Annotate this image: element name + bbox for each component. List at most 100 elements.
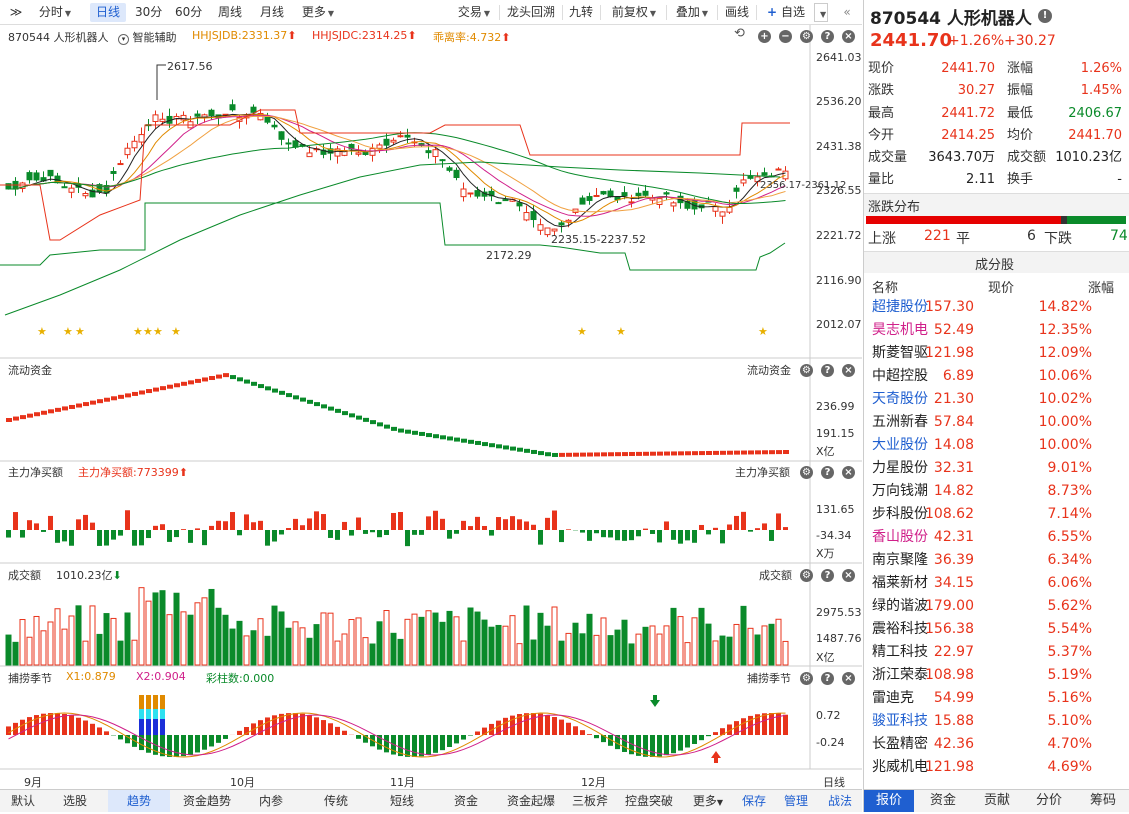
tab-quote[interactable]: 报价 xyxy=(864,790,914,812)
refresh-icon[interactable]: ⟲ xyxy=(734,26,745,41)
add-watchlist-button[interactable]: + 自选 xyxy=(760,3,812,22)
tab-price-dist[interactable]: 分价 xyxy=(1024,790,1074,812)
mainforce-bar xyxy=(83,515,88,530)
mainforce-bar xyxy=(230,512,235,530)
tab-chips[interactable]: 筹码 xyxy=(1078,790,1128,812)
settings-icon[interactable]: ⚙ xyxy=(800,569,813,582)
close-icon[interactable]: × xyxy=(842,672,855,685)
chevron-down-icon[interactable]: ▼ xyxy=(814,3,828,22)
close-icon[interactable]: × xyxy=(842,30,855,43)
tab-control-break[interactable]: 控盘突破 xyxy=(618,790,680,812)
tab-fund-burst[interactable]: 资金起爆 xyxy=(500,790,562,812)
settings-icon[interactable]: ⚙ xyxy=(800,364,813,377)
adjust-dropdown[interactable]: 前复权▼ xyxy=(605,3,663,22)
flow-mark xyxy=(440,435,446,439)
draw-line-button[interactable]: 画线 xyxy=(722,3,752,22)
zoom-in-icon[interactable]: + xyxy=(758,30,771,43)
smart-assist-toggle[interactable]: ▾ 智能辅助 xyxy=(118,29,177,45)
mainforce-bar xyxy=(244,514,249,530)
high-annotation: 2617.56 xyxy=(167,60,213,73)
tab-weekly[interactable]: 周线 xyxy=(214,3,246,22)
tab-short[interactable]: 短线 xyxy=(372,790,432,812)
tab-30min[interactable]: 30分 xyxy=(132,3,164,22)
tab-daily[interactable]: 日线 xyxy=(90,3,126,22)
tab-three-axe[interactable]: 三板斧 xyxy=(566,790,614,812)
expand-icon[interactable]: ≫ xyxy=(6,3,26,22)
col-header-price[interactable]: 现价 xyxy=(988,277,1014,296)
stock-name-cell: 福莱新材 xyxy=(872,572,928,595)
overlay-dropdown[interactable]: 叠加▼ xyxy=(670,3,714,22)
zoom-out-icon[interactable]: − xyxy=(779,30,792,43)
mainforce-bar xyxy=(489,530,494,536)
capture-bar xyxy=(713,732,718,735)
leader-backtrack-button[interactable]: 龙头回溯 xyxy=(503,3,559,22)
settings-icon[interactable]: ⚙ xyxy=(800,672,813,685)
collapse-icon[interactable]: « xyxy=(840,3,854,22)
help-icon[interactable]: ? xyxy=(821,30,834,43)
tab-fund[interactable]: 资金 xyxy=(436,790,496,812)
tab-fenshi[interactable]: 分时▼ xyxy=(34,3,76,22)
manage-button[interactable]: 管理 xyxy=(778,790,814,812)
settings-icon[interactable]: ⚙ xyxy=(800,30,813,43)
col-header-name[interactable]: 名称 xyxy=(872,277,898,296)
help-icon[interactable]: ? xyxy=(821,569,834,582)
strategy-button[interactable]: 战法 xyxy=(820,790,860,812)
tab-60min[interactable]: 60分 xyxy=(172,3,204,22)
capture-mark xyxy=(153,719,158,735)
tab-more[interactable]: 更多▼ xyxy=(684,790,732,812)
more-dropdown[interactable]: 更多▼ xyxy=(296,3,340,22)
close-icon[interactable]: × xyxy=(842,466,855,479)
tab-contribution[interactable]: 贡献 xyxy=(972,790,1022,812)
capture-mark xyxy=(139,695,144,709)
close-icon[interactable]: × xyxy=(842,364,855,377)
tab-traditional[interactable]: 传统 xyxy=(306,790,366,812)
tab-default[interactable]: 默认 xyxy=(0,790,46,812)
trade-dropdown[interactable]: 交易▼ xyxy=(452,3,496,22)
col-header-change[interactable]: 涨幅 xyxy=(1088,277,1114,296)
kline-chart[interactable]: ★★★★★★★★★★ xyxy=(0,25,862,772)
tab-stock-pick[interactable]: 选股 xyxy=(50,790,100,812)
candle xyxy=(363,152,368,154)
info-icon[interactable]: ! xyxy=(1038,9,1052,23)
tab-fund-right[interactable]: 资金 xyxy=(918,790,968,812)
flow-mark xyxy=(720,451,726,455)
nine-turn-button[interactable]: 九转 xyxy=(566,3,596,22)
tab-trend[interactable]: 趋势 xyxy=(108,790,170,812)
candle xyxy=(34,173,39,180)
tab-insider[interactable]: 内参 xyxy=(242,790,300,812)
close-icon[interactable]: × xyxy=(842,569,855,582)
flow-mark xyxy=(321,404,327,408)
help-icon[interactable]: ? xyxy=(821,672,834,685)
tab-fund-trend[interactable]: 资金趋势 xyxy=(176,790,238,812)
settings-icon[interactable]: ⚙ xyxy=(800,466,813,479)
mainforce-bar xyxy=(419,530,424,535)
help-icon[interactable]: ? xyxy=(821,364,834,377)
tab-monthly[interactable]: 月线 xyxy=(256,3,288,22)
capture-bar xyxy=(461,735,466,740)
help-icon[interactable]: ? xyxy=(821,466,834,479)
save-button[interactable]: 保存 xyxy=(736,790,772,812)
mainforce-bar xyxy=(671,530,676,540)
chevron-down-icon: ▼ xyxy=(484,9,490,18)
